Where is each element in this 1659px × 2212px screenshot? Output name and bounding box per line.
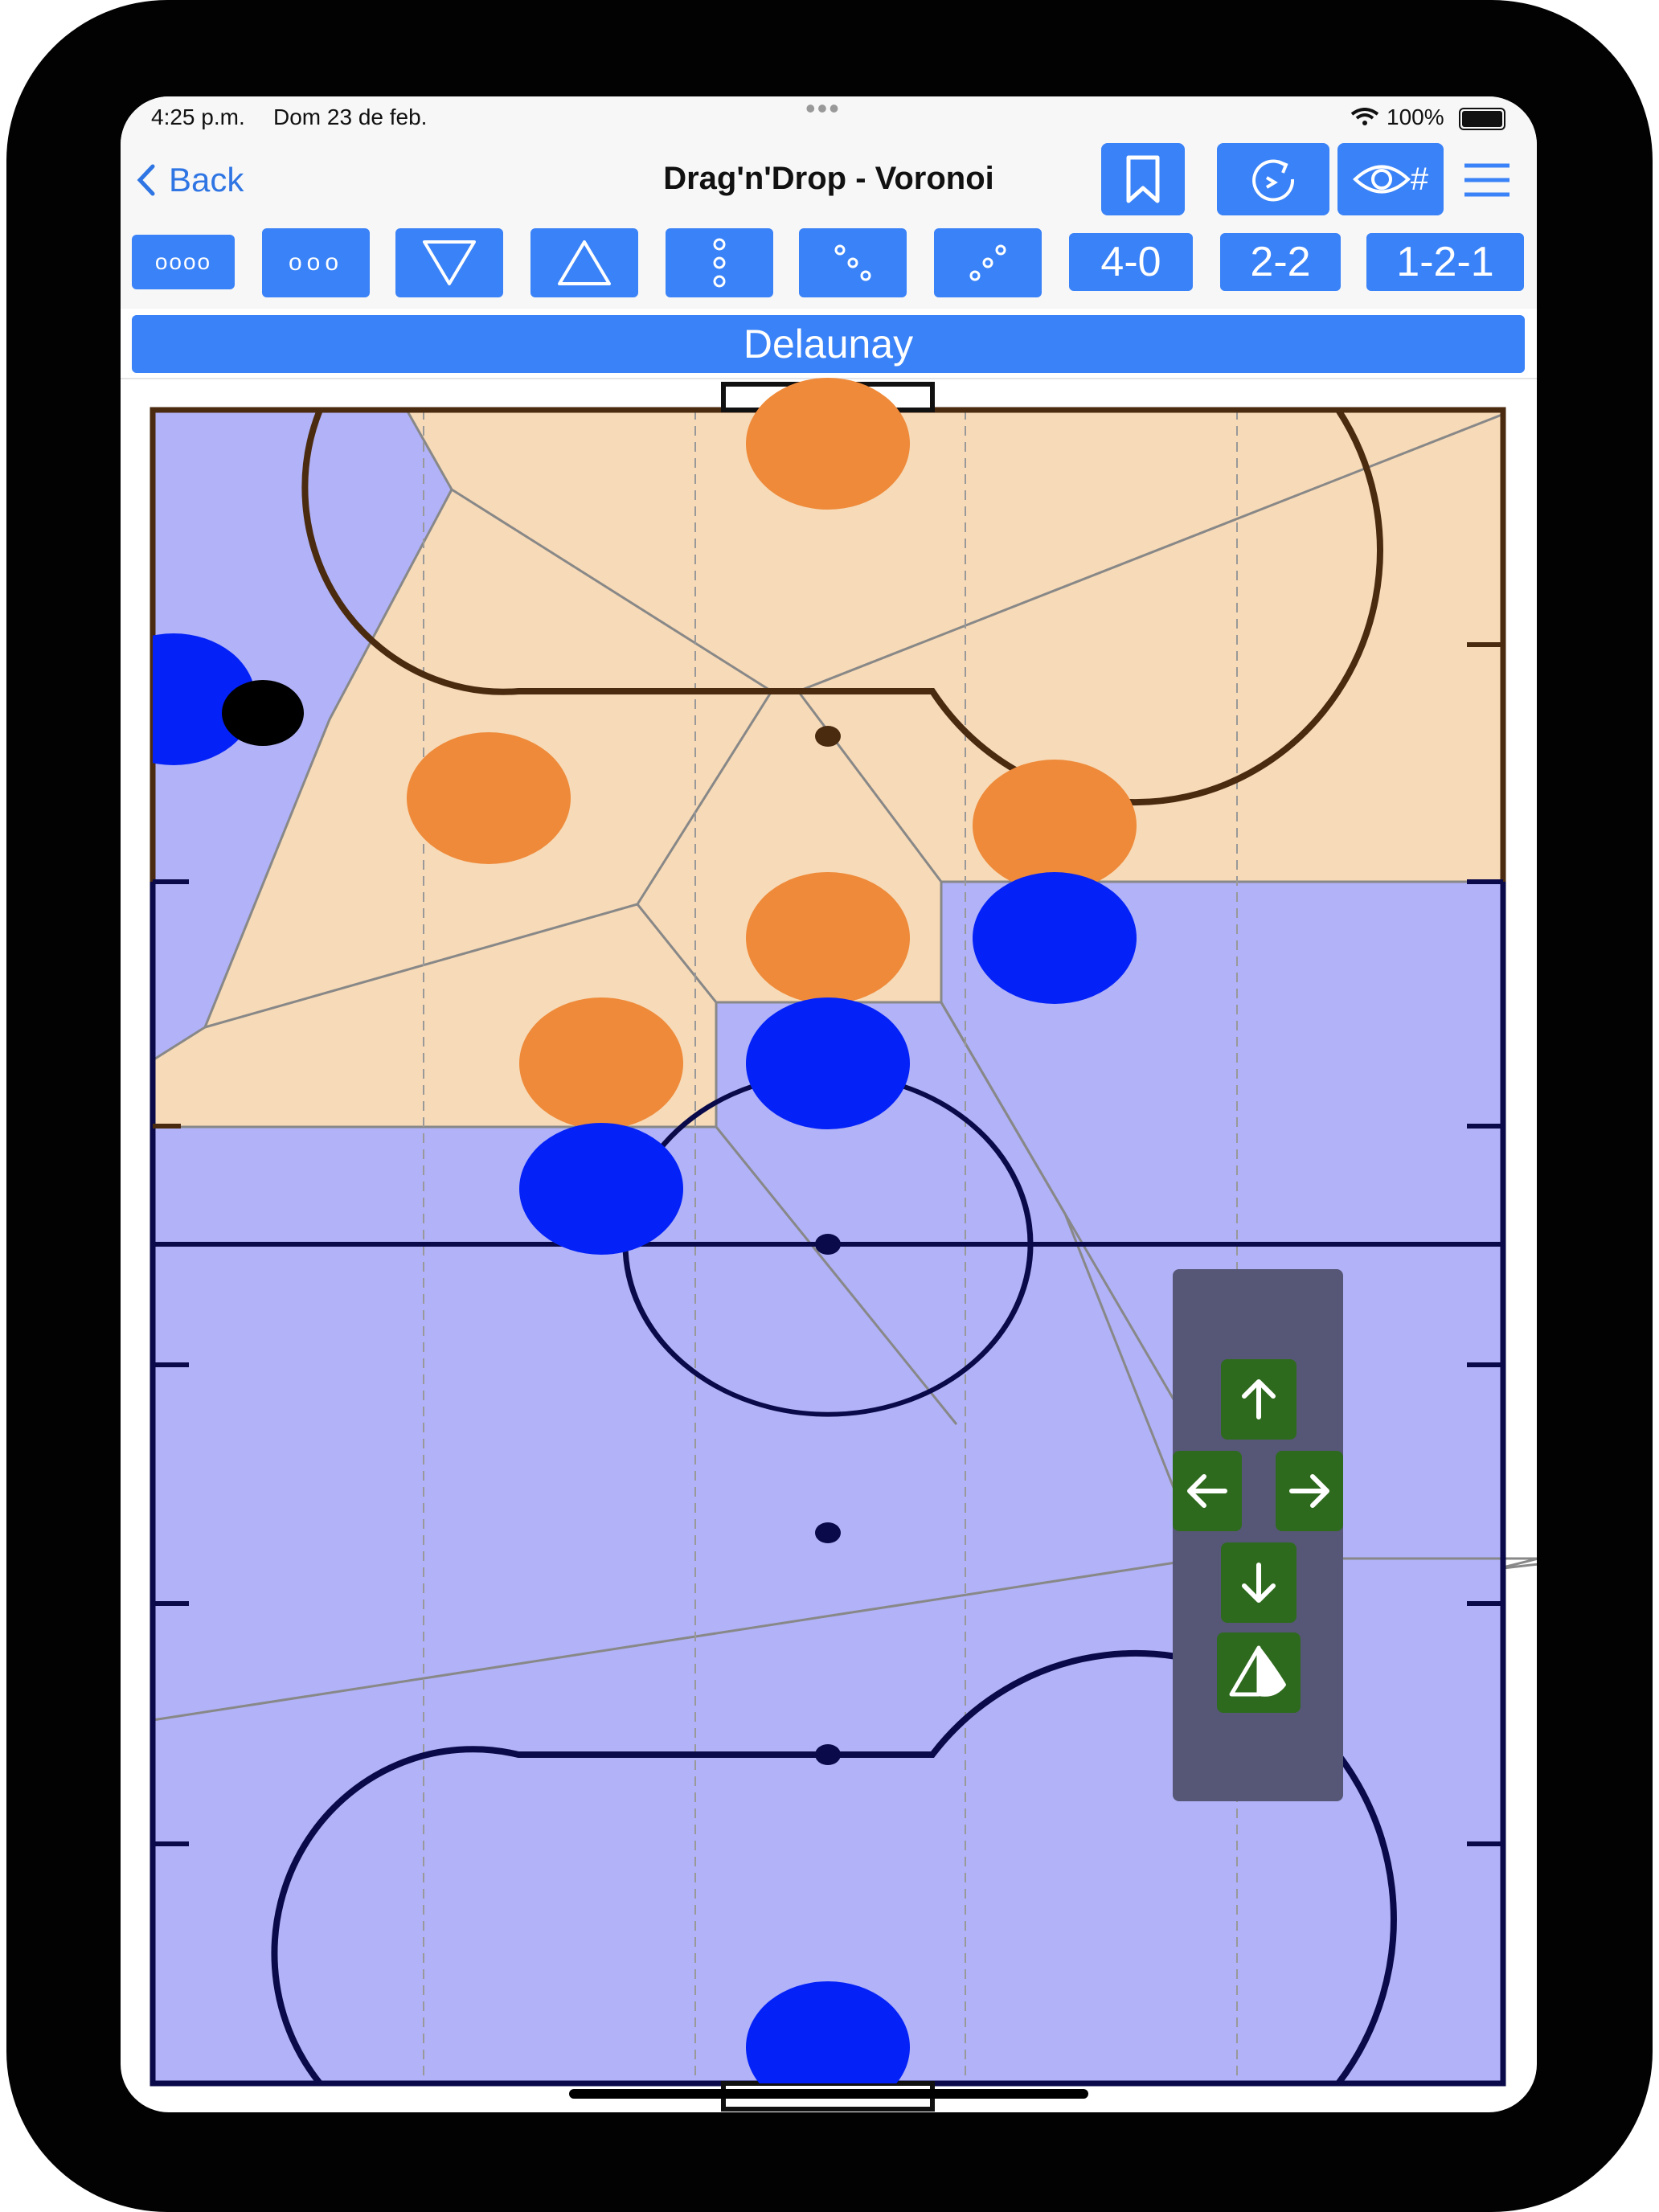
menu-icon xyxy=(1464,163,1509,197)
wifi-icon xyxy=(1350,108,1379,125)
arrow-down-icon xyxy=(1242,1563,1276,1603)
formation-2-2-button[interactable]: 2-2 xyxy=(1220,233,1341,291)
refresh-icon xyxy=(1252,159,1295,202)
formation-three-dots-button[interactable]: ooo xyxy=(262,228,370,297)
delaunay-toggle-button[interactable]: Delaunay xyxy=(132,315,1525,373)
center-spot xyxy=(815,1234,841,1255)
formation-4-0-button[interactable]: 4-0 xyxy=(1069,233,1193,291)
bottom-penalty-arc xyxy=(271,1649,1397,2086)
formation-triangle-up-button[interactable] xyxy=(530,228,638,297)
bookmark-icon xyxy=(1126,155,1160,203)
formation-four-dots-button[interactable]: oooo xyxy=(132,235,235,289)
arrow-up-icon xyxy=(1242,1379,1276,1419)
triangle-up-icon xyxy=(558,240,611,285)
formation-1-2-1-button[interactable]: 1-2-1 xyxy=(1366,233,1524,291)
formation-triangle-down-button[interactable] xyxy=(395,228,503,297)
chevron-left-icon xyxy=(137,164,155,196)
blue-player[interactable] xyxy=(519,1123,683,1255)
status-date: Dom 23 de feb. xyxy=(273,104,428,129)
side-ticks xyxy=(153,642,1503,1846)
multitask-dots[interactable]: ••• xyxy=(805,96,841,125)
orange-player[interactable] xyxy=(746,872,910,1004)
formation-2-2-label: 2-2 xyxy=(1250,239,1311,285)
move-up-button[interactable] xyxy=(1221,1359,1296,1440)
direction-pad xyxy=(1173,1269,1343,1801)
orange-player[interactable] xyxy=(973,760,1137,891)
three-dots-label: ooo xyxy=(288,249,344,276)
move-left-button[interactable] xyxy=(1173,1451,1242,1531)
second-penalty-spot xyxy=(815,1522,841,1543)
blue-player[interactable] xyxy=(746,1981,910,2112)
blue-player[interactable] xyxy=(746,997,910,1129)
court-canvas[interactable] xyxy=(121,96,1537,2112)
formation-4-0-label: 4-0 xyxy=(1100,239,1161,285)
diagonal-dots-icon xyxy=(834,244,871,281)
formation-vertical-button[interactable] xyxy=(666,228,773,297)
orange-player[interactable] xyxy=(746,378,910,510)
arrow-right-icon xyxy=(1289,1474,1329,1508)
visibility-grid-button[interactable]: # xyxy=(1337,143,1444,215)
formation-1-2-1-label: 1-2-1 xyxy=(1396,239,1494,285)
refresh-button[interactable] xyxy=(1217,143,1329,215)
app-screen: 4:25 p.m. Dom 23 de feb. ••• 100% Back D… xyxy=(121,96,1537,2112)
arrow-left-icon xyxy=(1187,1474,1227,1508)
ball[interactable] xyxy=(222,680,304,746)
move-right-button[interactable] xyxy=(1276,1451,1343,1531)
back-button[interactable]: Back xyxy=(135,161,244,199)
formation-diagonal-up-button[interactable] xyxy=(934,228,1042,297)
battery-percent: 100% xyxy=(1387,104,1444,129)
home-indicator[interactable] xyxy=(569,2089,1088,2099)
status-time: 4:25 p.m. xyxy=(151,104,245,129)
orange-player[interactable] xyxy=(407,732,571,864)
formation-diagonal-down-button[interactable] xyxy=(799,228,907,297)
triangle-down-icon xyxy=(423,240,476,285)
back-label: Back xyxy=(169,161,244,199)
page-title: Drag'n'Drop - Voronoi xyxy=(663,161,994,196)
eye-icon xyxy=(1352,165,1411,194)
status-bar: 4:25 p.m. Dom 23 de feb. ••• 100% xyxy=(121,96,1537,137)
four-dots-label: oooo xyxy=(154,249,212,274)
vertical-dots-icon xyxy=(713,238,726,288)
menu-button[interactable] xyxy=(1463,162,1511,198)
flip-button[interactable] xyxy=(1217,1632,1301,1713)
orange-player[interactable] xyxy=(519,997,683,1129)
bookmark-button[interactable] xyxy=(1101,143,1185,215)
bottom-penalty-spot xyxy=(815,1744,841,1765)
move-down-button[interactable] xyxy=(1221,1542,1296,1623)
battery-icon xyxy=(1459,108,1505,130)
orange-team-region xyxy=(153,410,1503,1127)
players xyxy=(153,378,1137,2112)
blue-player[interactable] xyxy=(973,872,1137,1004)
grid-toggle-label: # xyxy=(1410,161,1429,197)
diagonal-dots-icon xyxy=(969,244,1006,281)
flip-icon xyxy=(1229,1645,1286,1697)
top-penalty-spot xyxy=(815,726,841,747)
